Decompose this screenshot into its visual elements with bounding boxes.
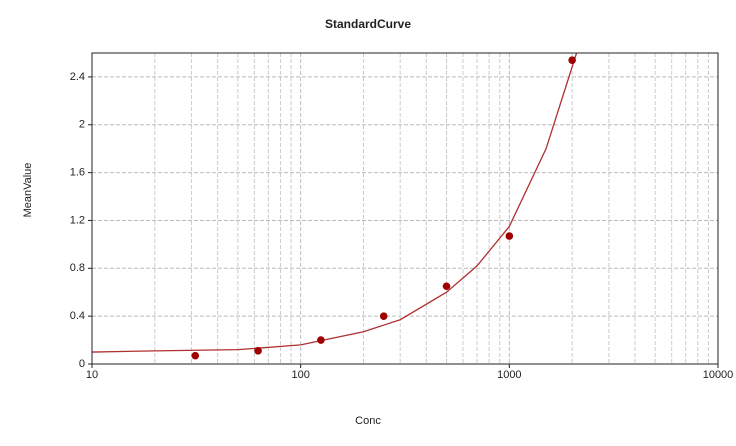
fit-curve (91, 52, 578, 353)
plot (91, 52, 578, 360)
y-axis-label: MeanValue (22, 163, 34, 218)
data-point (442, 282, 451, 291)
x-axis-label: Conc (355, 415, 381, 427)
y-tick-label: 0 (79, 358, 85, 370)
data-point (379, 312, 388, 320)
x-tick-label: 10000 (703, 369, 734, 381)
y-tick-label: 2 (79, 119, 85, 131)
y-tick-label: 0.4 (70, 310, 85, 322)
chart-title: StandardCurve (325, 17, 411, 31)
data-point (568, 56, 576, 64)
y-tick-label: 1.6 (70, 167, 85, 179)
data-point (254, 347, 262, 355)
plot-frame (91, 52, 719, 365)
y-tick-label: 0.8 (70, 262, 85, 274)
x-tick-label: 10 (86, 369, 98, 381)
data-point (191, 351, 200, 360)
grid (91, 53, 719, 365)
x-tick-label: 100 (291, 369, 309, 381)
x-tick-label: 1000 (497, 369, 521, 381)
data-point (317, 336, 325, 344)
y-tick-label: 1.2 (70, 214, 85, 226)
y-tick-label: 2.4 (70, 71, 85, 83)
data-point (505, 232, 514, 240)
